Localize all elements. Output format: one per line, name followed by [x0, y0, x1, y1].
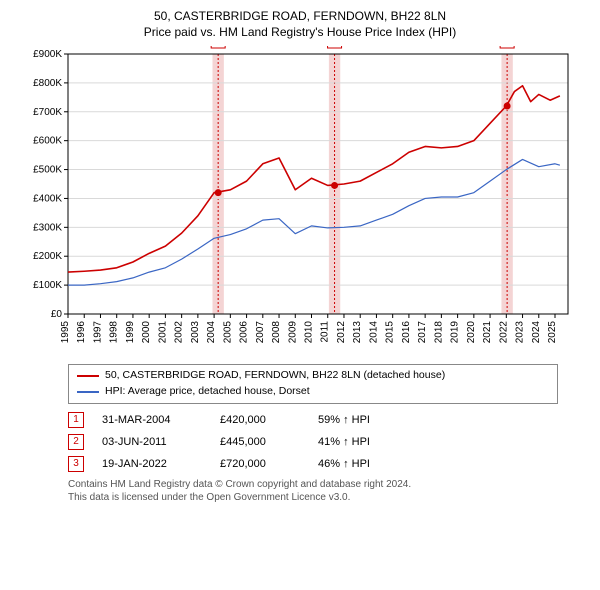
event-delta: 46% ↑ HPI — [318, 458, 370, 470]
event-delta: 59% ↑ HPI — [318, 414, 370, 426]
svg-text:2011: 2011 — [320, 321, 331, 343]
svg-text:£500K: £500K — [33, 165, 62, 176]
svg-text:2016: 2016 — [401, 321, 412, 344]
svg-text:2005: 2005 — [222, 321, 233, 344]
event-date: 19-JAN-2022 — [102, 458, 202, 470]
svg-text:2017: 2017 — [417, 321, 428, 344]
title-address: 50, CASTERBRIDGE ROAD, FERNDOWN, BH22 8L… — [12, 8, 588, 24]
legend-label: 50, CASTERBRIDGE ROAD, FERNDOWN, BH22 8L… — [105, 368, 445, 384]
event-marker-1: 1 — [68, 412, 84, 428]
event-price: £420,000 — [220, 414, 300, 426]
svg-text:2003: 2003 — [190, 321, 201, 344]
svg-text:2000: 2000 — [141, 321, 152, 344]
svg-text:1995: 1995 — [60, 321, 71, 344]
svg-text:£200K: £200K — [33, 252, 62, 263]
legend-row: 50, CASTERBRIDGE ROAD, FERNDOWN, BH22 8L… — [77, 368, 549, 384]
svg-text:2023: 2023 — [515, 321, 526, 344]
svg-text:1996: 1996 — [76, 321, 87, 344]
svg-text:1997: 1997 — [92, 321, 103, 344]
svg-text:£0: £0 — [51, 309, 63, 320]
legend: 50, CASTERBRIDGE ROAD, FERNDOWN, BH22 8L… — [68, 364, 558, 404]
svg-text:2: 2 — [332, 46, 338, 48]
event-marker-2: 2 — [68, 434, 84, 450]
svg-text:1998: 1998 — [109, 321, 120, 344]
event-row: 3 19-JAN-2022 £720,000 46% ↑ HPI — [68, 456, 558, 472]
svg-text:2019: 2019 — [450, 321, 461, 344]
svg-text:2006: 2006 — [239, 321, 250, 344]
footer: Contains HM Land Registry data © Crown c… — [68, 478, 558, 504]
svg-text:2009: 2009 — [287, 321, 298, 344]
svg-text:2012: 2012 — [336, 321, 347, 344]
svg-text:2021: 2021 — [482, 321, 493, 344]
legend-swatch — [77, 391, 99, 393]
svg-text:2020: 2020 — [466, 321, 477, 344]
svg-text:3: 3 — [504, 46, 510, 48]
legend-label: HPI: Average price, detached house, Dors… — [105, 384, 310, 400]
svg-text:2010: 2010 — [304, 321, 315, 344]
svg-text:2024: 2024 — [531, 321, 542, 344]
svg-text:2004: 2004 — [206, 321, 217, 344]
svg-text:2022: 2022 — [498, 321, 509, 344]
svg-text:£700K: £700K — [33, 107, 62, 118]
svg-text:£300K: £300K — [33, 223, 62, 234]
footer-line: This data is licensed under the Open Gov… — [68, 491, 558, 504]
event-marker-3: 3 — [68, 456, 84, 472]
svg-text:1999: 1999 — [125, 321, 136, 344]
svg-text:2015: 2015 — [385, 321, 396, 344]
svg-text:2025: 2025 — [547, 321, 558, 344]
svg-text:£900K: £900K — [33, 49, 62, 60]
event-row: 1 31-MAR-2004 £420,000 59% ↑ HPI — [68, 412, 558, 428]
footer-line: Contains HM Land Registry data © Crown c… — [68, 478, 558, 491]
svg-text:2002: 2002 — [174, 321, 185, 344]
event-date: 31-MAR-2004 — [102, 414, 202, 426]
event-delta: 41% ↑ HPI — [318, 436, 370, 448]
title-subtitle: Price paid vs. HM Land Registry's House … — [12, 24, 588, 40]
svg-text:2007: 2007 — [255, 321, 266, 344]
legend-row: HPI: Average price, detached house, Dors… — [77, 384, 549, 400]
svg-text:2018: 2018 — [433, 321, 444, 344]
event-date: 03-JUN-2011 — [102, 436, 202, 448]
svg-text:1: 1 — [215, 46, 221, 48]
svg-text:2013: 2013 — [352, 321, 363, 344]
svg-text:2014: 2014 — [368, 321, 379, 344]
svg-text:£600K: £600K — [33, 136, 62, 147]
svg-text:£400K: £400K — [33, 194, 62, 205]
chart-titles: 50, CASTERBRIDGE ROAD, FERNDOWN, BH22 8L… — [12, 8, 588, 40]
event-price: £445,000 — [220, 436, 300, 448]
event-price: £720,000 — [220, 458, 300, 470]
event-row: 2 03-JUN-2011 £445,000 41% ↑ HPI — [68, 434, 558, 450]
svg-text:£800K: £800K — [33, 78, 62, 89]
svg-text:£100K: £100K — [33, 280, 62, 291]
event-table: 1 31-MAR-2004 £420,000 59% ↑ HPI 2 03-JU… — [68, 412, 558, 472]
svg-text:2008: 2008 — [271, 321, 282, 344]
svg-text:2001: 2001 — [157, 321, 168, 344]
chart-area: £0 £100K £200K £300K £400K £500K £600K £700K £80… — [12, 46, 588, 358]
legend-swatch — [77, 375, 99, 377]
line-chart: £0 £100K £200K £300K £400K £500K £600K £700K £80… — [12, 46, 586, 358]
